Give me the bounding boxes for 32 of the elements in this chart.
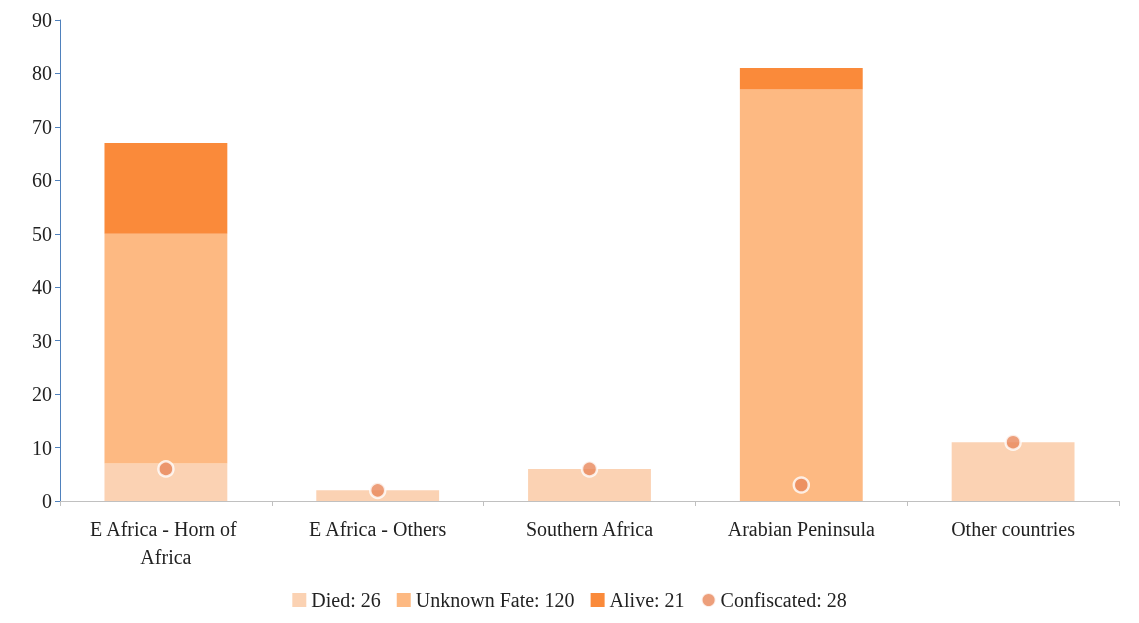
y-tick-label: 70 — [32, 115, 52, 138]
y-tick-label: 80 — [32, 62, 52, 85]
point — [368, 481, 387, 500]
bar — [739, 68, 863, 90]
bar — [104, 463, 228, 501]
point — [792, 476, 811, 494]
x-tick-label: E Africa - Horn of Africa — [90, 518, 242, 568]
y-tick-label: 0 — [42, 490, 52, 512]
bar — [739, 89, 863, 501]
x-tick-label: Arabian Peninsula — [727, 518, 876, 540]
x-tick-label: Southern Africa — [525, 518, 654, 540]
x-tick-label: E Africa - Others — [309, 518, 447, 540]
y-tick-label: 20 — [32, 383, 52, 406]
legend-label: Died: 26 — [311, 589, 381, 611]
legend-label: Alive: 21 — [609, 589, 685, 611]
y-tick-label: 90 — [32, 9, 52, 31]
bar — [951, 442, 1075, 501]
bar — [104, 233, 228, 464]
y-tick-label: 10 — [32, 436, 52, 459]
point — [580, 460, 599, 478]
bar — [104, 142, 228, 234]
bar — [528, 468, 651, 501]
y-tick-label: 60 — [32, 169, 52, 192]
y-tick-label: 40 — [32, 276, 52, 299]
legend-label: Confiscated: 28 — [720, 589, 847, 611]
legend-label: Unknown Fate: 120 — [415, 589, 575, 611]
y-tick-label: 30 — [32, 329, 52, 352]
bar — [316, 490, 440, 501]
point — [157, 460, 175, 478]
y-tick-label: 50 — [32, 222, 52, 245]
x-tick-label: Other countries — [951, 518, 1076, 540]
point — [1004, 433, 1022, 451]
